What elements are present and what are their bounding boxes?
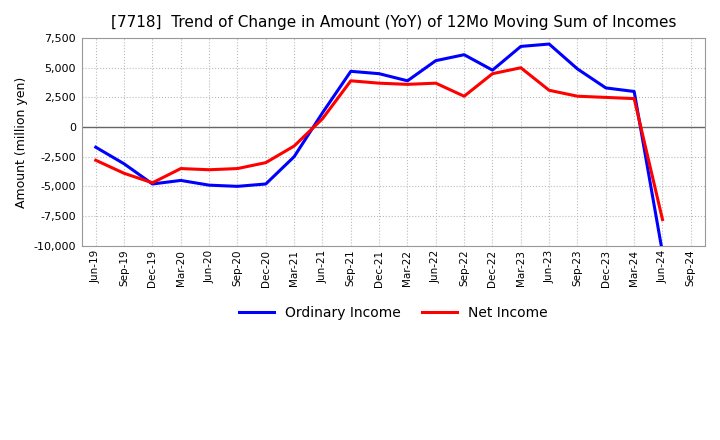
Net Income <box>545 88 554 93</box>
Ordinary Income <box>204 183 213 188</box>
Ordinary Income <box>601 85 610 91</box>
Net Income <box>431 81 440 86</box>
Net Income <box>658 217 667 222</box>
Ordinary Income <box>545 41 554 47</box>
Net Income <box>233 166 242 171</box>
Net Income <box>630 96 639 101</box>
Ordinary Income <box>630 89 639 94</box>
Ordinary Income <box>148 181 157 187</box>
Ordinary Income <box>290 154 299 159</box>
Ordinary Income <box>233 184 242 189</box>
Ordinary Income <box>176 178 185 183</box>
Y-axis label: Amount (million yen): Amount (million yen) <box>15 76 28 208</box>
Net Income <box>148 180 157 185</box>
Ordinary Income <box>403 78 412 84</box>
Ordinary Income <box>91 145 100 150</box>
Ordinary Income <box>686 246 695 252</box>
Net Income <box>120 171 128 176</box>
Ordinary Income <box>573 66 582 72</box>
Net Income <box>176 166 185 171</box>
Ordinary Income <box>120 161 128 166</box>
Net Income <box>204 167 213 172</box>
Legend: Ordinary Income, Net Income: Ordinary Income, Net Income <box>234 301 553 326</box>
Net Income <box>601 95 610 100</box>
Ordinary Income <box>516 44 525 49</box>
Net Income <box>403 82 412 87</box>
Net Income <box>460 94 469 99</box>
Net Income <box>346 78 355 84</box>
Net Income <box>375 81 384 86</box>
Net Income <box>573 94 582 99</box>
Ordinary Income <box>318 110 327 115</box>
Ordinary Income <box>261 181 270 187</box>
Net Income <box>318 116 327 121</box>
Title: [7718]  Trend of Change in Amount (YoY) of 12Mo Moving Sum of Incomes: [7718] Trend of Change in Amount (YoY) o… <box>111 15 676 30</box>
Line: Net Income: Net Income <box>96 68 662 220</box>
Net Income <box>488 71 497 76</box>
Ordinary Income <box>460 52 469 57</box>
Net Income <box>516 65 525 70</box>
Net Income <box>91 158 100 163</box>
Ordinary Income <box>658 250 667 255</box>
Ordinary Income <box>488 67 497 73</box>
Line: Ordinary Income: Ordinary Income <box>96 44 690 253</box>
Net Income <box>261 160 270 165</box>
Ordinary Income <box>346 69 355 74</box>
Ordinary Income <box>431 58 440 63</box>
Net Income <box>290 143 299 149</box>
Ordinary Income <box>375 71 384 76</box>
